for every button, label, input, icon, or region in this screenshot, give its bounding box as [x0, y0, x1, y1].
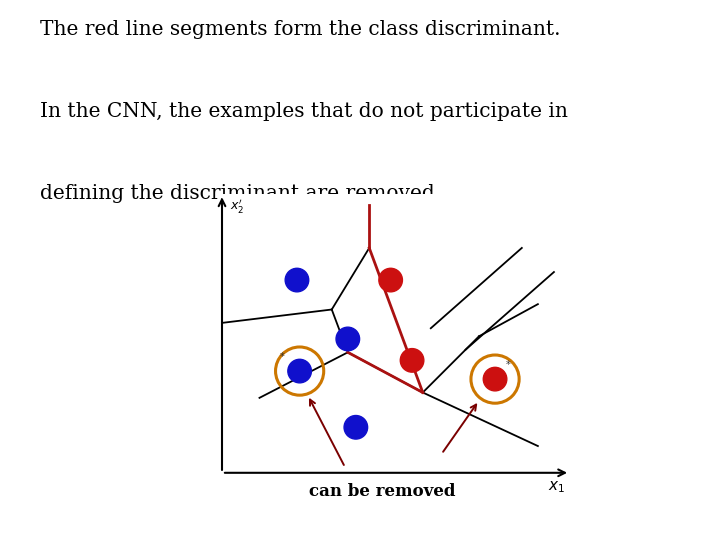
- Text: The red line segments form the class discriminant.: The red line segments form the class dis…: [40, 20, 560, 39]
- Text: In the CNN, the examples that do not participate in: In the CNN, the examples that do not par…: [40, 102, 567, 121]
- Text: *: *: [505, 360, 510, 370]
- Circle shape: [336, 327, 359, 351]
- Text: defining the discriminant are removed.: defining the discriminant are removed.: [40, 184, 441, 203]
- Circle shape: [285, 268, 309, 292]
- Circle shape: [288, 359, 312, 383]
- Text: *: *: [280, 352, 285, 362]
- Circle shape: [400, 349, 424, 372]
- Circle shape: [483, 367, 507, 391]
- Text: can be removed: can be removed: [310, 483, 456, 500]
- Text: $x_1$: $x_1$: [547, 479, 564, 495]
- Circle shape: [379, 268, 402, 292]
- Text: $x_2^{\prime}$: $x_2^{\prime}$: [230, 197, 244, 215]
- Circle shape: [344, 415, 368, 439]
